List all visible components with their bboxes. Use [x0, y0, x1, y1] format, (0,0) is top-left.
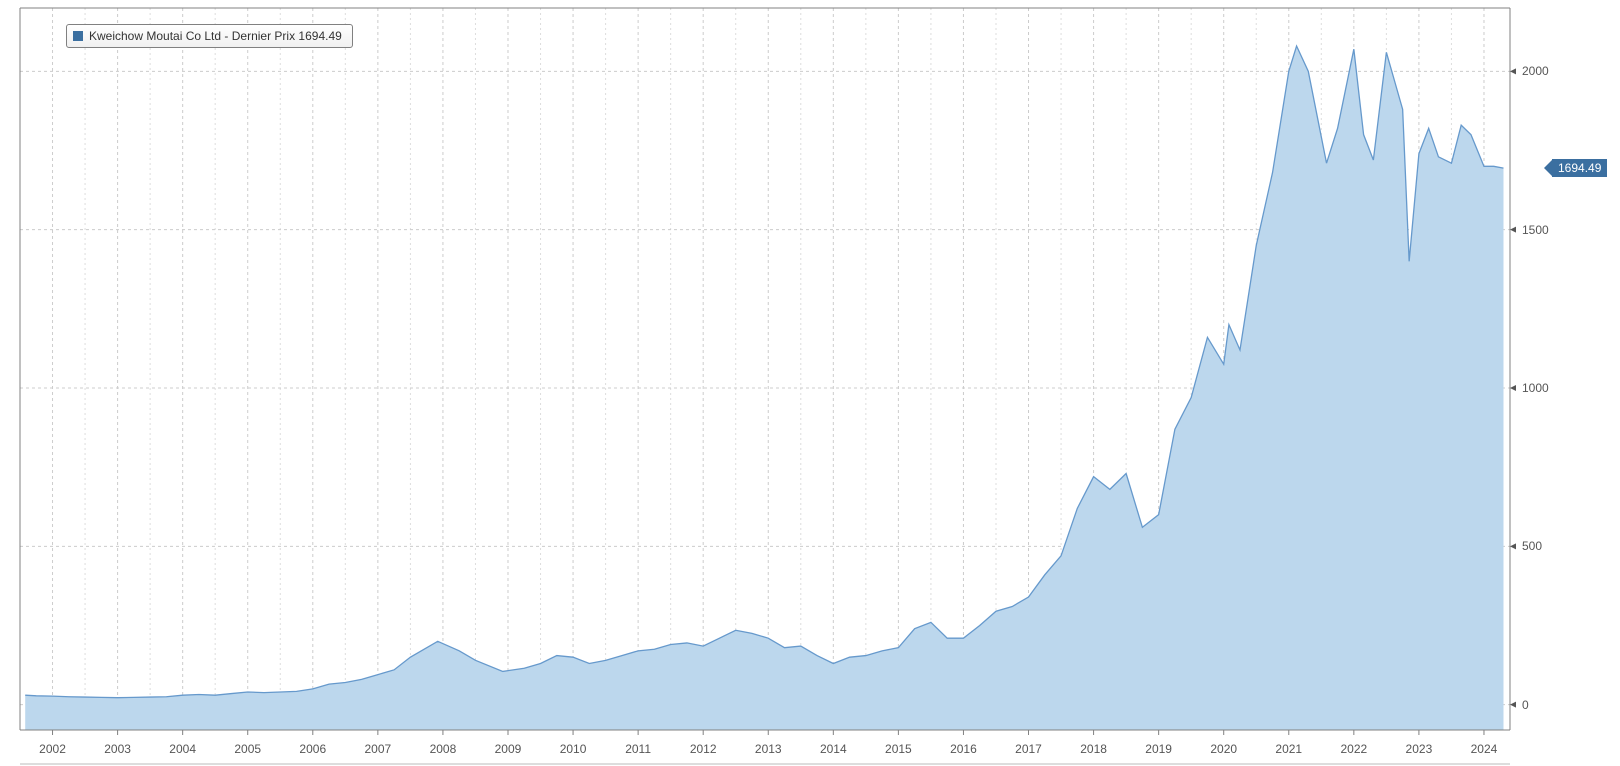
- x-tick-label: 2016: [950, 742, 977, 756]
- last-price-value: 1694.49: [1558, 161, 1601, 175]
- x-tick-label: 2002: [39, 742, 66, 756]
- x-tick-label: 2013: [755, 742, 782, 756]
- price-chart: Kweichow Moutai Co Ltd - Dernier Prix 16…: [0, 0, 1620, 766]
- x-tick-label: 2023: [1406, 742, 1433, 756]
- x-tick-label: 2020: [1210, 742, 1237, 756]
- y-tick-label: 1000: [1522, 381, 1549, 395]
- y-tick-label: 2000: [1522, 64, 1549, 78]
- legend-swatch-icon: [73, 31, 83, 41]
- x-tick-label: 2007: [365, 742, 392, 756]
- legend-series-value: 1694.49: [298, 29, 341, 43]
- chart-canvas: [0, 0, 1620, 766]
- x-tick-label: 2004: [169, 742, 196, 756]
- last-price-flag: 1694.49: [1552, 159, 1607, 177]
- x-tick-label: 2017: [1015, 742, 1042, 756]
- y-tick-label: 0: [1522, 698, 1529, 712]
- y-tick-label: 500: [1522, 539, 1542, 553]
- chart-legend[interactable]: Kweichow Moutai Co Ltd - Dernier Prix 16…: [66, 24, 353, 48]
- x-tick-label: 2022: [1340, 742, 1367, 756]
- x-tick-label: 2015: [885, 742, 912, 756]
- y-tick-label: 1500: [1522, 223, 1549, 237]
- x-tick-label: 2006: [299, 742, 326, 756]
- x-tick-label: 2009: [495, 742, 522, 756]
- legend-series-name: Kweichow Moutai Co Ltd - Dernier Prix: [89, 29, 295, 43]
- x-tick-label: 2003: [104, 742, 131, 756]
- x-tick-label: 2024: [1471, 742, 1498, 756]
- x-tick-label: 2010: [560, 742, 587, 756]
- x-tick-label: 2018: [1080, 742, 1107, 756]
- x-tick-label: 2011: [625, 742, 651, 756]
- x-tick-label: 2012: [690, 742, 717, 756]
- x-tick-label: 2005: [234, 742, 261, 756]
- x-tick-label: 2014: [820, 742, 847, 756]
- legend-series-label: Kweichow Moutai Co Ltd - Dernier Prix 16…: [89, 29, 342, 43]
- x-tick-label: 2021: [1275, 742, 1302, 756]
- x-tick-label: 2008: [430, 742, 457, 756]
- x-tick-label: 2019: [1145, 742, 1172, 756]
